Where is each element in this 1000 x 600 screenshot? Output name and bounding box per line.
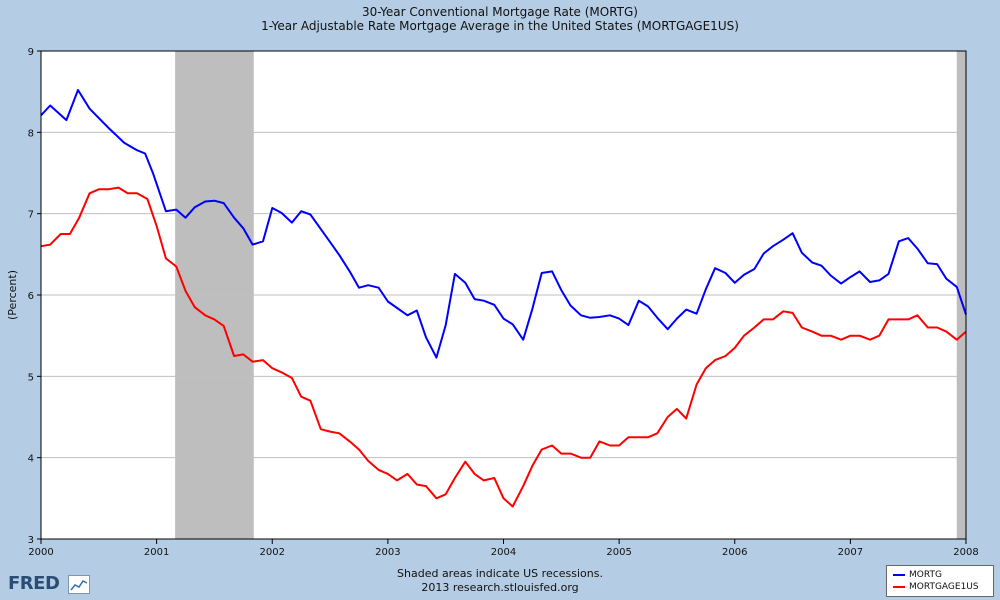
y-tick-label-3: 3 [28,535,34,546]
series-line-mortgage1us [40,186,967,508]
x-tick-label-2000: 2000 [28,547,53,558]
y-tick-label-8: 8 [28,128,34,139]
x-tick-label-2003: 2003 [375,547,400,558]
x-tick-label-2008: 2008 [953,547,978,558]
legend-label-arm: MORTGAGE1US [909,582,979,592]
fred-chart-icon [68,575,90,594]
recession-note: Shaded areas indicate US recessions. [397,567,603,580]
y-tick-label-5: 5 [28,372,34,383]
source-note: 2013 research.stlouisfed.org [421,581,579,594]
series-line-mortg [40,89,967,359]
x-tick-label-2007: 2007 [838,547,863,558]
x-tick-label-2004: 2004 [491,547,516,558]
plot-frame [40,50,967,540]
y-tick-label-6: 6 [28,291,34,302]
x-tick-label-2006: 2006 [722,547,747,558]
y-tick-label-9: 9 [28,47,34,58]
legend-item-arm: MORTGAGE1US [893,581,979,593]
fred-logo: FRED [8,573,60,594]
y-tick-label-4: 4 [28,454,34,465]
chart-title: 30-Year Conventional Mortgage Rate (MORT… [361,5,638,19]
x-tick-label-2005: 2005 [606,547,631,558]
y-tick-label-7: 7 [28,210,34,221]
legend-label-mortg: MORTG [909,570,942,580]
legend-swatch-mortg [893,573,905,576]
legend-swatch-arm [893,585,905,588]
x-tick-label-2002: 2002 [260,547,285,558]
legend-item-mortg: MORTG [893,569,942,581]
chart-subtitle: 1-Year Adjustable Rate Mortgage Average … [261,19,739,33]
y-axis-label: (Percent) [6,270,19,320]
x-tick-label-2001: 2001 [144,547,169,558]
legend: MORTG MORTGAGE1US [886,565,994,597]
